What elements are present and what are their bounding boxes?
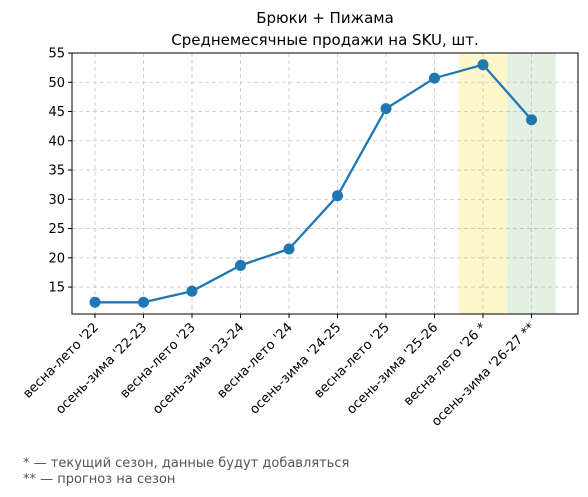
chart-title-line-2: Среднемесячные продажи на SKU, шт.: [171, 31, 479, 49]
data-point-5: [283, 243, 295, 255]
y-axis-ticks: 15 20 25 30 35 40 45 50 55: [48, 47, 72, 296]
data-point-1: [89, 296, 101, 308]
chart-title-line-1: Брюки + Пижама: [256, 9, 394, 27]
sales-series: [89, 59, 537, 308]
data-point-2: [138, 296, 149, 308]
highlight-band-current-season: [458, 53, 508, 314]
data-point-10: [526, 114, 537, 126]
y-tick-label: 55: [48, 47, 65, 62]
footnote-current-season: * — текущий сезон, данные будут добавлят…: [23, 456, 350, 471]
x-tick-label: осень-зима '22-23: [53, 320, 150, 417]
x-tick-label: осень-зима '24-25: [247, 320, 344, 417]
y-tick-label: 45: [48, 105, 65, 120]
footnote-forecast: ** — прогноз на сезон: [23, 472, 176, 487]
x-tick-label: весна-лето '26 *: [401, 320, 490, 409]
y-tick-label: 15: [48, 281, 65, 296]
data-point-9: [477, 59, 489, 71]
y-tick-label: 20: [48, 251, 65, 266]
plot-frame: [71, 52, 579, 315]
y-tick-label: 25: [48, 222, 65, 237]
x-tick-label: осень-зима '25-26: [344, 320, 441, 417]
y-tick-label: 40: [48, 134, 65, 149]
data-point-7: [380, 103, 392, 115]
grid-lines: [72, 52, 578, 314]
series-line: [95, 63, 533, 304]
data-point-8: [429, 72, 440, 84]
data-point-6: [332, 190, 343, 202]
y-tick-label: 50: [48, 76, 65, 91]
highlight-band-forecast: [507, 53, 556, 314]
x-tick-label: осень-зима '23-24: [150, 320, 247, 417]
y-tick-label: 35: [48, 164, 65, 179]
data-point-3: [186, 285, 198, 297]
data-point-4: [235, 259, 246, 271]
y-tick-label: 30: [48, 193, 65, 208]
